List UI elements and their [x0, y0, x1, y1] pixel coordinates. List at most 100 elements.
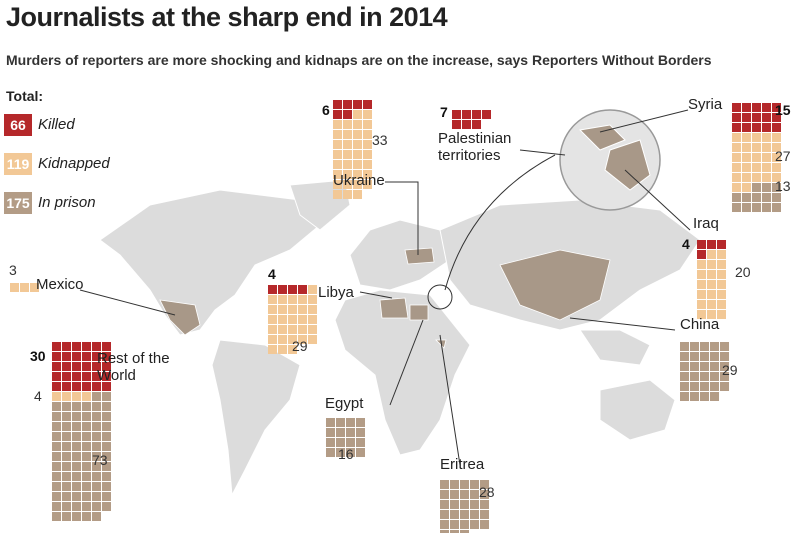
square [742, 153, 751, 162]
square [62, 392, 71, 401]
square [92, 472, 101, 481]
square [102, 502, 111, 511]
count-label: 20 [735, 264, 751, 280]
square [720, 372, 729, 381]
china-shape [499, 249, 611, 321]
connector [385, 181, 419, 255]
square [472, 110, 481, 119]
south-america [211, 339, 301, 497]
square [732, 193, 741, 202]
connector [359, 291, 393, 299]
square [717, 310, 726, 319]
square [336, 438, 345, 447]
connectors [79, 109, 691, 466]
square [762, 183, 771, 192]
square [440, 530, 449, 533]
square [333, 190, 342, 199]
square [460, 500, 469, 509]
square [62, 502, 71, 511]
australia [599, 379, 676, 441]
iraq-shape [604, 139, 651, 191]
square [82, 372, 91, 381]
square [772, 193, 781, 202]
square [697, 290, 706, 299]
square [346, 438, 355, 447]
square [343, 130, 352, 139]
square [353, 130, 362, 139]
square [450, 480, 459, 489]
square [62, 442, 71, 451]
square [72, 352, 81, 361]
square [92, 502, 101, 511]
square [762, 153, 771, 162]
square [308, 315, 317, 324]
square [720, 352, 729, 361]
square [707, 290, 716, 299]
square [72, 472, 81, 481]
square [82, 352, 91, 361]
square [772, 123, 781, 132]
libya-shape [379, 297, 409, 319]
zoom-line [444, 154, 556, 291]
square [752, 193, 761, 202]
square [460, 520, 469, 529]
square [52, 412, 61, 421]
square [450, 510, 459, 519]
square [343, 170, 352, 179]
southeast-asia [579, 329, 651, 366]
count-label: 27 [775, 148, 791, 164]
square [288, 335, 297, 344]
square [752, 163, 761, 172]
square [326, 448, 335, 457]
square [742, 193, 751, 202]
square [82, 462, 91, 471]
square [278, 335, 287, 344]
count-label: 33 [372, 132, 388, 148]
square [762, 143, 771, 152]
square [363, 120, 372, 129]
square [326, 418, 335, 427]
square [92, 422, 101, 431]
region-name: Iraq [693, 215, 719, 232]
square [92, 442, 101, 451]
square [333, 180, 342, 189]
square [697, 240, 706, 249]
square [460, 490, 469, 499]
square [298, 285, 307, 294]
square [440, 520, 449, 529]
square [690, 392, 699, 401]
square [336, 428, 345, 437]
connector [624, 169, 691, 231]
square [82, 512, 91, 521]
square [72, 382, 81, 391]
square [700, 372, 709, 381]
connector [569, 317, 676, 331]
square [707, 280, 716, 289]
square [772, 163, 781, 172]
square [742, 133, 751, 142]
square [707, 240, 716, 249]
square [52, 372, 61, 381]
square [460, 510, 469, 519]
count-label: 13 [775, 178, 791, 194]
square [717, 290, 726, 299]
square [102, 472, 111, 481]
square [92, 352, 101, 361]
square [288, 295, 297, 304]
square [440, 510, 449, 519]
region-name: China [680, 316, 720, 333]
square [752, 133, 761, 142]
square [333, 140, 342, 149]
square [52, 422, 61, 431]
square [298, 305, 307, 314]
square [343, 140, 352, 149]
square [353, 140, 362, 149]
square [92, 342, 101, 351]
square [52, 392, 61, 401]
square [52, 502, 61, 511]
legend-label: Kidnapped [38, 155, 110, 172]
square [742, 173, 751, 182]
square [353, 170, 362, 179]
square [278, 345, 287, 354]
square [82, 492, 91, 501]
